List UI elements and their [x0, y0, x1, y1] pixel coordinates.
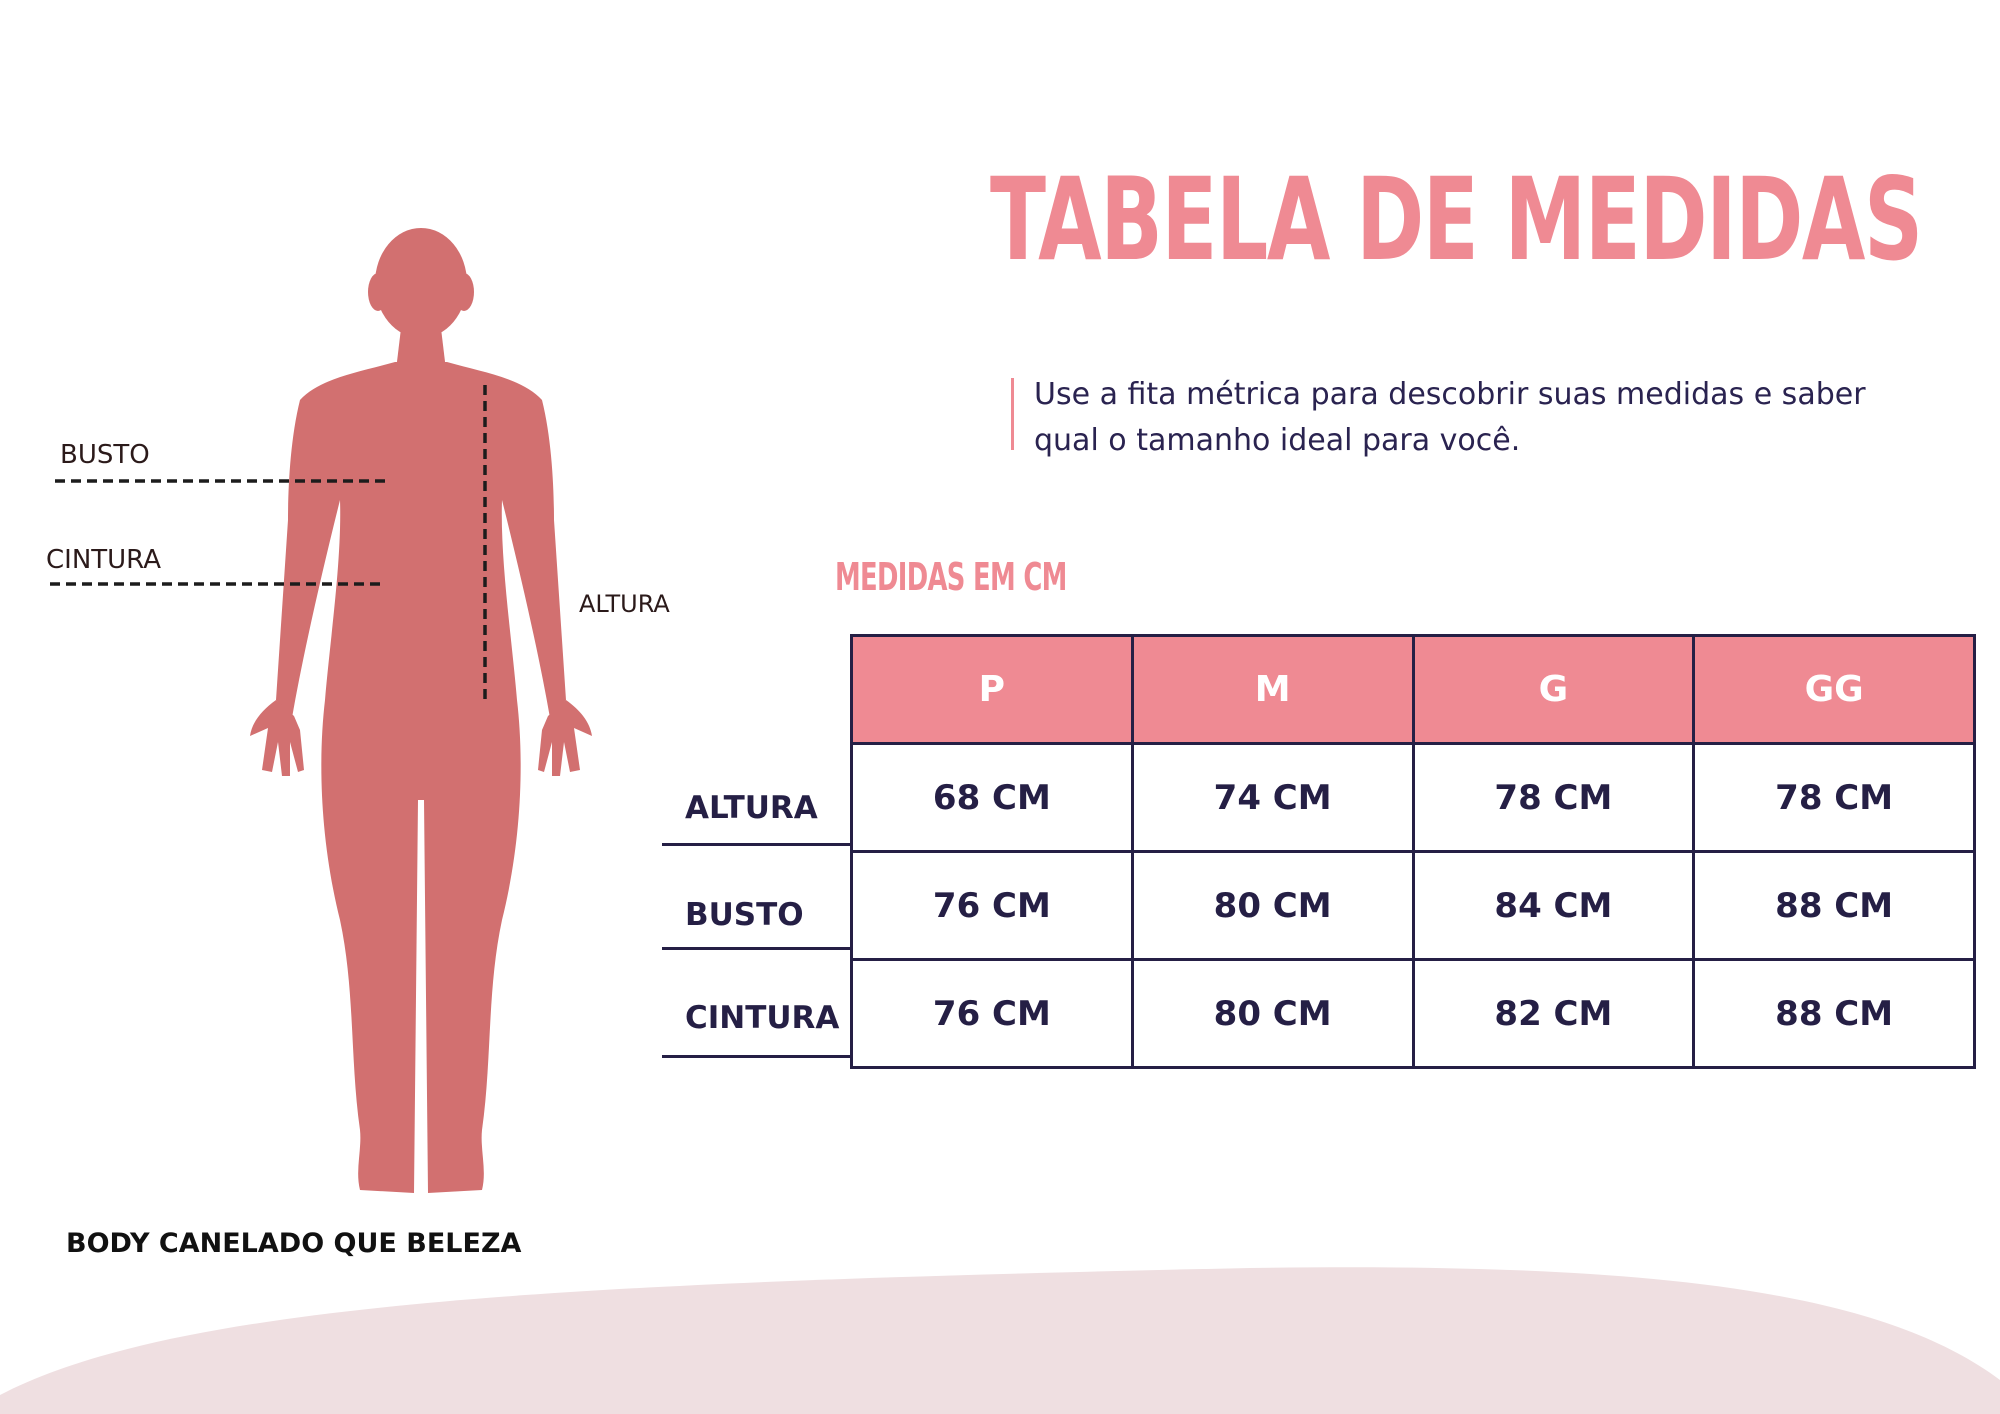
table-row: 76 CM 80 CM 82 CM 88 CM	[850, 958, 1976, 1069]
size-header-gg: GG	[1692, 634, 1976, 745]
waist-label: CINTURA	[46, 545, 161, 575]
table-cell: 80 CM	[1130, 958, 1415, 1069]
row-divider	[662, 1055, 852, 1058]
row-label-busto: BUSTO	[685, 897, 804, 933]
table-cell: 82 CM	[1411, 958, 1696, 1069]
body-silhouette	[50, 228, 592, 1193]
bust-label: BUSTO	[60, 440, 150, 470]
table-row: 68 CM 74 CM 78 CM 78 CM	[850, 742, 1976, 853]
row-label-altura: ALTURA	[685, 790, 818, 826]
intro-accent-bar	[1011, 378, 1014, 450]
units-label: MEDIDAS EM CM	[835, 555, 1067, 599]
size-header-p: P	[850, 634, 1134, 745]
table-cell: 68 CM	[850, 742, 1134, 853]
table-cell: 88 CM	[1692, 850, 1976, 961]
table-cell: 76 CM	[850, 958, 1134, 1069]
table-row: 76 CM 80 CM 84 CM 88 CM	[850, 850, 1976, 961]
page-title: TABELA DE MEDIDAS	[990, 153, 1923, 286]
table-cell: 88 CM	[1692, 958, 1976, 1069]
product-name: BODY CANELADO QUE BELEZA	[66, 1228, 522, 1259]
row-divider	[662, 947, 852, 950]
size-header-m: M	[1130, 634, 1415, 745]
table-cell: 80 CM	[1130, 850, 1415, 961]
table-cell: 78 CM	[1692, 742, 1976, 853]
table-cell: 76 CM	[850, 850, 1134, 961]
size-table: P M G GG 68 CM 74 CM 78 CM 78 CM 76 CM 8…	[850, 634, 1976, 1069]
size-header-row: P M G GG	[850, 634, 1976, 745]
row-label-cintura: CINTURA	[685, 1000, 840, 1036]
height-label: ALTURA	[579, 590, 670, 618]
table-cell: 84 CM	[1411, 850, 1696, 961]
size-header-g: G	[1411, 634, 1696, 745]
table-cell: 74 CM	[1130, 742, 1415, 853]
table-cell: 78 CM	[1411, 742, 1696, 853]
row-divider	[662, 843, 852, 846]
intro-text: Use a fita métrica para descobrir suas m…	[1034, 377, 1866, 458]
